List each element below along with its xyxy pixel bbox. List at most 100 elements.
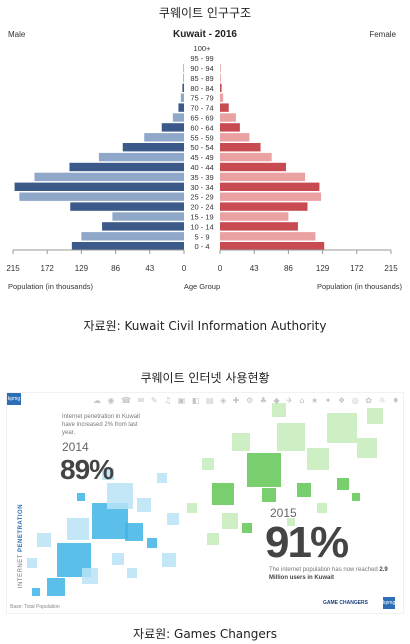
population-section-title: 쿠웨이트 인구구조 bbox=[158, 6, 252, 20]
decorative-square bbox=[352, 493, 360, 501]
decorative-square bbox=[167, 513, 179, 525]
population-pyramid-chart: Kuwait - 2016 Male Female 100+95 - 9990 … bbox=[6, 29, 402, 291]
decorative-square bbox=[262, 488, 276, 502]
internet-penetration-label: INTERNET PENETRATION bbox=[18, 504, 24, 588]
female-bar bbox=[220, 133, 250, 142]
x-tick-label: 86 bbox=[111, 264, 120, 273]
age-group-label: 20 - 24 bbox=[190, 203, 213, 212]
year-2014: 2014 bbox=[62, 440, 89, 454]
x-tick-label: 129 bbox=[75, 264, 89, 273]
decorative-square bbox=[162, 553, 176, 567]
age-group-label: 85 - 89 bbox=[190, 74, 213, 83]
male-bar bbox=[70, 202, 184, 211]
age-group-label: 70 - 74 bbox=[190, 104, 213, 113]
x-tick-label: 172 bbox=[41, 264, 55, 273]
age-group-label: 30 - 34 bbox=[190, 183, 213, 192]
age-group-label: 80 - 84 bbox=[190, 84, 213, 93]
female-bar bbox=[220, 192, 322, 201]
decorative-square bbox=[277, 423, 305, 451]
age-group-label: 50 - 54 bbox=[190, 143, 213, 152]
age-group-label: 15 - 19 bbox=[190, 213, 213, 222]
male-bar bbox=[144, 133, 184, 142]
male-bar bbox=[102, 222, 184, 231]
decorative-square bbox=[82, 568, 98, 584]
pct-2015: 91% bbox=[265, 518, 349, 567]
female-bar bbox=[220, 143, 261, 152]
decorative-square bbox=[67, 518, 89, 540]
male-bar bbox=[183, 73, 184, 83]
decorative-square bbox=[357, 438, 377, 458]
decorative-square bbox=[232, 433, 250, 451]
x-tick-label: 43 bbox=[145, 264, 154, 273]
pct-2014: 89% bbox=[60, 454, 114, 485]
male-bar bbox=[180, 93, 184, 102]
x-axis-label-left: Population (in thousands) bbox=[8, 282, 94, 291]
vlabel-a: INTERNET bbox=[18, 552, 25, 589]
female-bar bbox=[220, 182, 320, 191]
vlabel-b: PENETRATION bbox=[18, 503, 25, 552]
decorative-square bbox=[37, 533, 51, 547]
kpmg-logo-bottom: kpmg bbox=[383, 597, 395, 609]
desc-2015-a: The internet population has now reached bbox=[269, 567, 380, 573]
x-tick-label: 215 bbox=[384, 264, 398, 273]
decorative-square bbox=[27, 558, 37, 568]
decorative-square bbox=[297, 483, 311, 497]
decorative-square bbox=[247, 453, 281, 487]
female-bar bbox=[220, 93, 224, 102]
female-label: Female bbox=[369, 30, 396, 39]
desc-2014: Internet penetration in Kuwait have incr… bbox=[62, 414, 141, 436]
age-group-label: 75 - 79 bbox=[190, 94, 213, 103]
female-bar bbox=[220, 242, 325, 251]
female-bar bbox=[220, 232, 316, 241]
female-bar bbox=[220, 172, 306, 182]
x-ticks-group: 215 0 172 43 129 86 86 129 43 172 0 215 bbox=[6, 250, 398, 273]
decorative-square bbox=[127, 568, 137, 578]
decorative-square bbox=[147, 538, 157, 548]
decorative-square bbox=[337, 478, 349, 490]
internet-infographic: kpmg ☁ ◉ ☎ ✉ ✎ ♫ ▣ ◧ ▤ ◈ ✚ ⚙ ♣ ◆ ✈ ⌂ ★ ✦… bbox=[6, 392, 404, 614]
decorative-square bbox=[125, 523, 143, 541]
x-tick-label: 0 bbox=[182, 264, 187, 273]
male-bar bbox=[19, 192, 184, 201]
decorative-square bbox=[202, 458, 214, 470]
decorative-square bbox=[137, 498, 151, 512]
age-group-label: 95 - 99 bbox=[190, 54, 213, 63]
female-bar bbox=[220, 73, 221, 83]
male-bar bbox=[172, 113, 184, 122]
age-group-label: 5 - 9 bbox=[194, 232, 209, 241]
bars-group bbox=[14, 63, 325, 251]
year-2015: 2015 bbox=[270, 506, 297, 520]
x-tick-label: 43 bbox=[250, 264, 259, 273]
x-tick-label: 172 bbox=[350, 264, 364, 273]
decorative-square bbox=[157, 473, 167, 483]
male-bar bbox=[14, 182, 184, 191]
decorative-square bbox=[317, 503, 327, 513]
female-bar bbox=[220, 152, 272, 162]
decorative-square bbox=[272, 403, 286, 417]
female-bar bbox=[220, 113, 236, 122]
male-bar bbox=[178, 103, 184, 112]
age-group-label: 0 - 4 bbox=[194, 242, 209, 251]
desc-2015-b: 2.9 Million users in Kuwait bbox=[269, 567, 388, 581]
female-bar bbox=[220, 103, 229, 112]
male-bar bbox=[81, 232, 184, 241]
male-bar bbox=[98, 152, 184, 162]
decorative-square bbox=[187, 503, 197, 513]
male-label: Male bbox=[8, 30, 26, 39]
base-note: Base: Total Population bbox=[10, 604, 60, 610]
x-tick-label: 86 bbox=[284, 264, 293, 273]
game-changers-logo: GAME CHANGERS bbox=[323, 600, 369, 606]
decorative-square bbox=[287, 518, 295, 526]
female-bar bbox=[220, 212, 289, 221]
male-bar bbox=[161, 123, 184, 132]
age-group-label: 60 - 64 bbox=[190, 123, 213, 132]
x-axis-label-center: Age Group bbox=[184, 282, 220, 291]
population-source: 자료원: Kuwait Civil Information Authority bbox=[83, 319, 327, 333]
decorative-square bbox=[47, 578, 65, 596]
decorative-square bbox=[307, 448, 329, 470]
kpmg-logo-top: kpmg bbox=[7, 393, 21, 405]
internet-source: 자료원: Games Changers bbox=[133, 627, 277, 641]
female-bar bbox=[220, 83, 222, 92]
decorative-square bbox=[242, 523, 252, 533]
